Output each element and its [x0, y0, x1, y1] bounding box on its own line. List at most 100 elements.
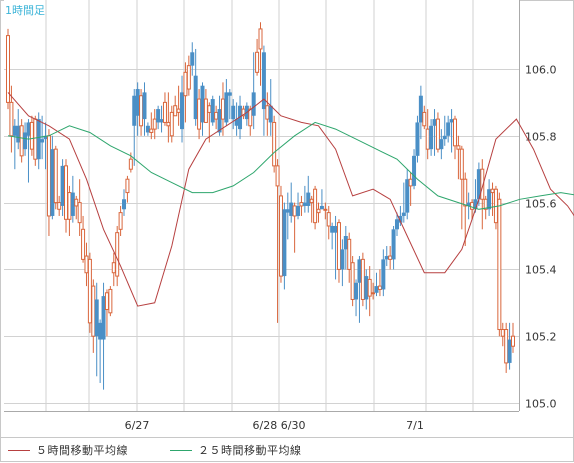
- candle: [285, 192, 290, 240]
- candle-body: [381, 259, 386, 290]
- candle-body: [336, 222, 341, 270]
- candle-body: [364, 276, 369, 300]
- candle-body: [350, 262, 355, 300]
- candle-body: [418, 95, 423, 123]
- candle-body: [128, 158, 133, 170]
- candle-body: [19, 125, 24, 157]
- candle-body: [94, 299, 99, 337]
- legend-ma25-label: ２５時間移動平均線: [198, 444, 302, 457]
- candle-body: [463, 178, 468, 207]
- candle-body: [234, 119, 239, 126]
- candle-body: [98, 322, 103, 340]
- candle: [306, 175, 311, 213]
- candle: [261, 45, 266, 136]
- candle-body: [74, 198, 79, 207]
- candle: [497, 192, 502, 337]
- candle: [302, 185, 307, 213]
- candle: [446, 115, 451, 143]
- candle: [282, 202, 287, 290]
- price-chart[interactable]: 106.0 105.8 105.6 105.4 105.2 105.0 6/27 6/28 6…: [0, 0, 574, 437]
- candle-body: [91, 285, 96, 337]
- candle-body: [268, 105, 273, 123]
- candle: [251, 52, 256, 130]
- candle: [350, 256, 355, 307]
- candle: [422, 105, 427, 130]
- candle-body: [408, 178, 413, 187]
- candle: [459, 145, 464, 230]
- candle: [381, 249, 386, 297]
- candle: [487, 179, 492, 216]
- candle-body: [476, 169, 481, 200]
- candle: [142, 82, 147, 136]
- candle: [449, 109, 454, 153]
- candle: [19, 119, 24, 163]
- legend-ma5: ５時間移動平均線: [8, 441, 128, 459]
- candle: [278, 185, 283, 283]
- candle-body: [16, 125, 21, 143]
- candle-body: [367, 278, 372, 297]
- candle-body: [180, 92, 185, 130]
- candle-body: [77, 202, 82, 224]
- candle-body: [248, 108, 253, 127]
- candle-body: [285, 209, 290, 213]
- candle: [122, 189, 127, 216]
- candle-body: [162, 101, 167, 123]
- candle: [16, 109, 21, 150]
- candle-body: [84, 255, 89, 274]
- candle: [374, 272, 379, 297]
- candle-body: [371, 292, 376, 295]
- candle: [418, 85, 423, 140]
- candle: [364, 269, 369, 310]
- candle-body: [377, 285, 382, 290]
- candle: [330, 222, 335, 250]
- candle: [81, 215, 86, 263]
- candle-body: [412, 155, 417, 186]
- candle-body: [255, 51, 260, 73]
- candle-body: [64, 165, 69, 220]
- candle: [511, 322, 515, 353]
- candle: [98, 319, 103, 383]
- candle-body: [23, 132, 28, 150]
- candle-body: [272, 121, 277, 167]
- candle-body: [319, 205, 324, 210]
- candle: [432, 109, 437, 156]
- candle: [296, 192, 301, 220]
- candle: [43, 122, 48, 170]
- candle: [480, 159, 485, 230]
- candle-body: [40, 139, 45, 143]
- candle-body: [231, 105, 236, 120]
- candle: [125, 175, 130, 203]
- candle: [53, 145, 58, 210]
- candle: [6, 28, 10, 110]
- legend-ma25: ２５時間移動平均線: [170, 441, 302, 459]
- candle: [77, 179, 82, 236]
- candle-body: [265, 105, 270, 120]
- candle-body: [316, 208, 321, 214]
- candle-body: [415, 122, 420, 156]
- candle: [336, 219, 341, 283]
- candle-body: [200, 85, 205, 123]
- y-tick-label: 105.8: [525, 131, 557, 144]
- candle-body: [302, 202, 307, 206]
- candle-body: [12, 125, 17, 136]
- candle-body: [227, 92, 232, 96]
- candle: [60, 159, 65, 216]
- candle: [87, 252, 92, 333]
- candle-body: [449, 119, 454, 123]
- candle-body: [275, 165, 280, 187]
- candle-body: [57, 202, 62, 210]
- candle: [118, 205, 123, 236]
- candle-body: [53, 148, 58, 204]
- candle-body: [139, 95, 144, 127]
- candle-body: [452, 118, 457, 147]
- candle-body: [487, 189, 492, 210]
- candle-body: [6, 35, 10, 103]
- legend-ma25-swatch: [170, 449, 192, 451]
- candle-body: [220, 98, 225, 120]
- candle: [452, 115, 457, 160]
- candle-body: [43, 135, 48, 140]
- candle-body: [309, 198, 314, 204]
- candle: [200, 82, 205, 136]
- candle-body: [169, 111, 174, 137]
- candle: [313, 185, 318, 230]
